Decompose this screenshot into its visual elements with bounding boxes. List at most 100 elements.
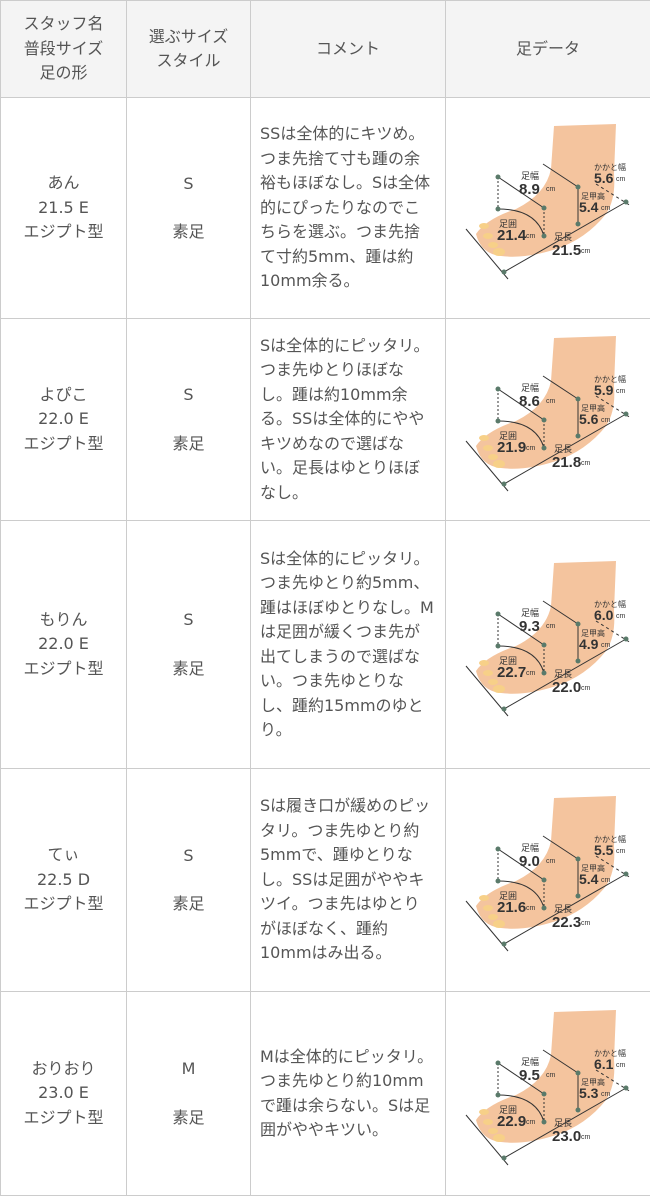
measure-lines [465,1049,632,1166]
toes [479,223,505,257]
staff-name: よぴこ [39,384,88,404]
staff-row: よぴこ 22.0 E エジプト型 S 素足 Sは全体的にピッタリ。つま先ゆとりほ… [0,318,650,521]
comment: Sは全体的にピッタリ。つま先ゆとりほぼなし。踵は約10mm余る。SSは全体的にや… [250,318,446,521]
svg-text:cm: cm [581,685,591,692]
foot-shape [476,796,616,929]
header-text: スタッフ名 [23,14,104,34]
foot-width-value: 8.6 [519,393,540,410]
svg-text:cm: cm [581,248,591,255]
svg-text:cm: cm [601,877,611,884]
heel-width-value: 5.5 [594,842,614,858]
staff-name: おりおり [31,1058,96,1078]
comment: Mは全体的にピッタリ。つま先ゆとり約10mmで踵は余らない。Sは足囲がややキツい… [250,991,446,1196]
svg-text:cm: cm [546,186,556,193]
foot-shape [476,1009,616,1143]
svg-text:cm: cm [526,670,536,677]
staff-name: もりん [39,609,88,629]
girth-label: 足囲 [499,219,517,229]
staff-cell: てぃ 22.5 D エジプト型 [0,768,127,992]
foot-shape: エジプト型 [23,658,104,678]
foot-width-label: 足幅 [521,1056,539,1067]
length-value: 21.5 [552,242,581,259]
comment: Sは全体的にピッタリ。つま先ゆとり約5mm、踵はほぼゆとりなし。Mは足囲が緩くつ… [250,520,446,769]
instep-height-label: 足甲高 [581,863,605,873]
heel-width-label: かかと幅 [594,1048,626,1058]
usual-size: 22.5 D [36,869,91,889]
girth-label: 足囲 [499,656,517,666]
style: 素足 [172,433,205,453]
length-label: 足長 [554,232,572,242]
header-foot-data: 足データ [445,0,650,98]
instep-height-value: 4.9 [579,636,599,652]
style: 素足 [172,1107,205,1127]
size-cell: S 素足 [126,520,251,769]
heel-width-label: かかと幅 [594,599,626,609]
foot-width-label: 足幅 [521,170,539,181]
instep-height-label: 足甲高 [581,628,605,638]
size-cell: S 素足 [126,318,251,521]
svg-text:cm: cm [616,176,626,183]
usual-size: 21.5 E [38,197,89,217]
staff-row: てぃ 22.5 D エジプト型 S 素足 Sは履き口が緩めのピッタリ。つま先ゆと… [0,768,650,992]
svg-text:cm: cm [581,460,591,467]
style: 素足 [172,658,205,678]
instep-height-value: 5.4 [579,871,599,887]
instep-height-value: 5.4 [579,199,599,215]
foot-diagram: 足幅 8.6 cm かかと幅 5.9 cm 足甲高 5.6 cm 足囲 21.9… [465,335,632,492]
svg-text:cm: cm [616,388,626,395]
girth-label: 足囲 [499,431,517,441]
svg-text:cm: cm [546,398,556,405]
foot-shape: エジプト型 [23,222,104,242]
staff-cell: よぴこ 22.0 E エジプト型 [0,318,127,521]
foot-data-cell: 足幅 9.3 cm かかと幅 6.0 cm 足甲高 4.9 cm 足囲 22.7… [445,520,650,769]
staff-name: てぃ [47,845,80,865]
foot-width-label: 足幅 [521,842,539,853]
heel-width-label: かかと幅 [594,162,626,172]
staff-cell: あん 21.5 E エジプト型 [0,97,127,319]
svg-text:cm: cm [616,1062,626,1069]
foot-diagram: 足幅 9.0 cm かかと幅 5.5 cm 足甲高 5.4 cm 足囲 21.6… [465,796,632,952]
instep-height-label: 足甲高 [581,403,605,413]
foot-diagram: 足幅 9.5 cm かかと幅 6.1 cm 足甲高 5.3 cm 足囲 22.9… [465,1009,632,1166]
length-label: 足長 [554,669,572,679]
foot-width-label: 足幅 [521,607,539,618]
instep-height-label: 足甲高 [581,191,605,201]
header-size: 選ぶサイズ スタイル [126,0,251,98]
foot-width-value: 9.0 [519,853,540,870]
svg-text:cm: cm [526,905,536,912]
heel-width-value: 5.6 [594,170,614,186]
svg-text:cm: cm [526,445,536,452]
header-text: スタイル [156,51,221,70]
length-value: 21.8 [552,454,581,471]
comment: SSは全体的にキツめ。つま先捨て寸も踵の余裕もほぼなし。Sは全体的にぴったりなの… [250,97,446,319]
foot-shape: エジプト型 [23,1107,104,1127]
instep-height-label: 足甲高 [581,1077,605,1087]
size-cell: M 素足 [126,991,251,1196]
header-row: スタッフ名 普段サイズ 足の形 選ぶサイズ スタイル コメント 足データ [0,0,650,98]
foot-shape: エジプト型 [23,894,104,914]
chosen-size: S [183,845,194,865]
heel-width-label: かかと幅 [594,374,626,384]
usual-size: 22.0 E [38,409,89,429]
svg-text:cm: cm [601,205,611,212]
foot-width-value: 9.5 [519,1067,540,1084]
instep-height-value: 5.6 [579,411,599,427]
heel-width-value: 5.9 [594,382,614,398]
foot-shape [476,335,616,469]
header-staff: スタッフ名 普段サイズ 足の形 [0,0,127,98]
chosen-size: S [183,173,194,193]
heel-width-value: 6.0 [594,607,614,623]
foot-data-cell: 足幅 9.5 cm かかと幅 6.1 cm 足甲高 5.3 cm 足囲 22.9… [445,991,650,1196]
foot-data-cell: 足幅 8.9 cm かかと幅 5.6 cm 足甲高 5.4 cm 足囲 21.4… [445,97,650,319]
header-comment: コメント [250,0,446,98]
svg-text:cm: cm [546,1072,556,1079]
length-label: 足長 [554,904,572,914]
staff-cell: おりおり 23.0 E エジプト型 [0,991,127,1196]
style: 素足 [172,894,205,913]
svg-text:cm: cm [601,417,611,424]
foot-width-value: 8.9 [519,181,540,198]
foot-width-label: 足幅 [521,382,539,393]
svg-text:cm: cm [546,858,556,865]
staff-row: おりおり 23.0 E エジプト型 M 素足 Mは全体的にピッタリ。つま先ゆとり… [0,991,650,1196]
